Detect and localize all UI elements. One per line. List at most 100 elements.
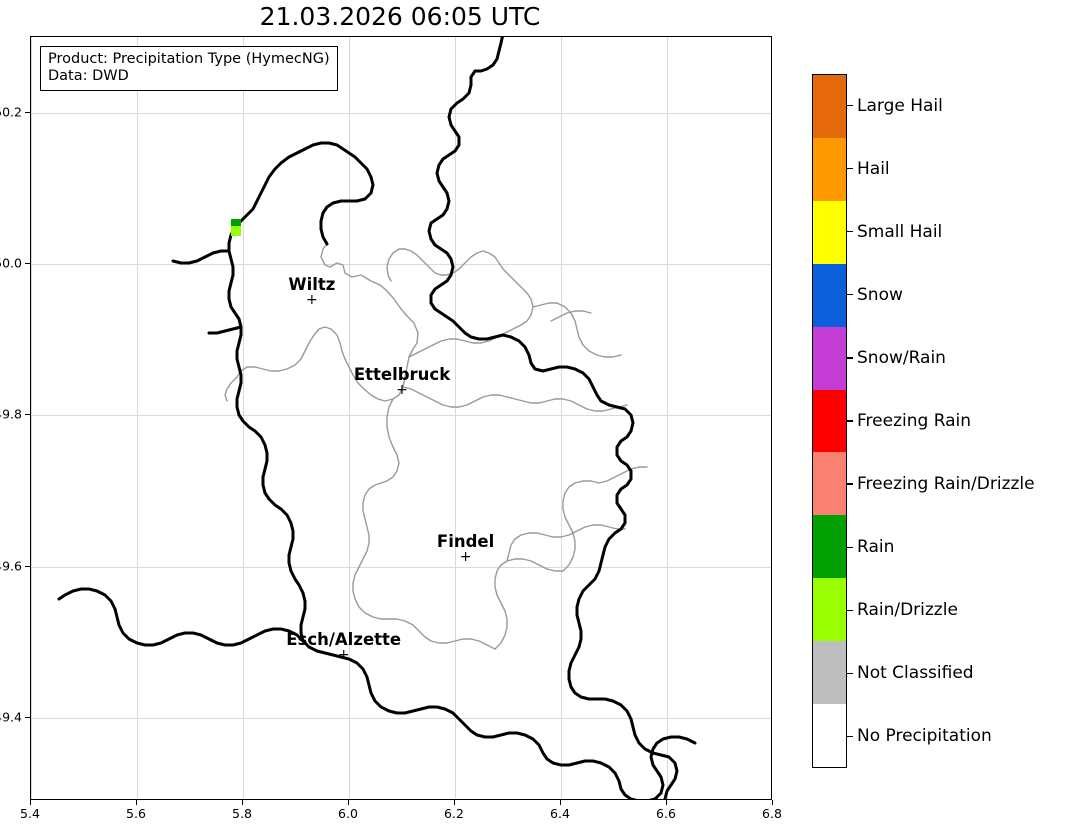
y-axis-tick-label: 49.6	[0, 558, 22, 573]
x-axis-tick-label: 6.6	[656, 806, 676, 821]
legend-tick	[847, 546, 853, 548]
legend-entry: Snow/Rain	[847, 348, 946, 368]
plus-icon: +	[306, 291, 318, 308]
x-axis-tick-label: 5.4	[20, 806, 40, 821]
plus-icon: +	[459, 548, 472, 565]
gridline-horizontal	[31, 415, 771, 417]
legend-swatch[interactable]	[813, 326, 846, 390]
legend-colorbar[interactable]	[812, 74, 847, 768]
gridline-vertical	[455, 37, 456, 799]
legend-tick	[847, 294, 853, 296]
legend-swatch[interactable]	[813, 137, 846, 201]
legend-entry: Rain	[847, 537, 894, 557]
map-geometry	[57, 37, 697, 799]
legend-entry: Freezing Rain	[847, 411, 971, 431]
city-marker-ettelbruck: Ettelbruck +	[353, 365, 451, 399]
legend-swatch[interactable]	[813, 263, 846, 327]
city-marker-wiltz: Wiltz +	[288, 276, 335, 308]
info-data-line: Data: DWD	[48, 68, 129, 84]
legend-entry: Snow	[847, 285, 903, 305]
info-box: Product: Precipitation Type (HymecNG) Da…	[40, 46, 338, 91]
precipitation-cell	[230, 226, 241, 237]
legend-entry: Hail	[847, 159, 890, 179]
x-axis-tick	[772, 800, 773, 805]
legend-tick	[847, 167, 853, 170]
legend-label: Rain/Drizzle	[857, 600, 958, 621]
legend-swatch[interactable]	[813, 452, 846, 516]
city-marker-findel: Findel +	[436, 531, 495, 565]
city-label: Ettelbruck	[353, 365, 451, 385]
legend-label: Small Hail	[857, 221, 943, 242]
x-axis-tick	[666, 800, 667, 805]
legend-label: Snow/Rain	[857, 347, 946, 368]
x-axis-tick-label: 6.4	[550, 806, 570, 821]
legend-tick	[847, 357, 853, 359]
legend-tick	[847, 672, 853, 674]
x-axis-tick-label: 5.8	[232, 806, 252, 821]
x-axis-tick-label: 6.0	[338, 806, 358, 821]
y-axis-tick	[25, 414, 30, 416]
y-axis-tick-label: 50.2	[0, 104, 22, 120]
plus-icon: +	[396, 382, 408, 399]
legend-entry: Large Hail	[847, 96, 943, 116]
gridline-horizontal	[31, 112, 771, 114]
legend-tick	[847, 483, 853, 485]
legend-label: Freezing Rain	[857, 411, 972, 431]
legend-swatch[interactable]	[813, 200, 846, 264]
x-axis-tick	[242, 800, 243, 805]
legend-entry: Freezing Rain/Drizzle	[847, 474, 1035, 494]
y-axis-tick-label: 50.0	[0, 255, 22, 271]
y-axis-tick	[25, 111, 30, 113]
x-axis-tick	[560, 800, 561, 805]
city-label: Esch/Alzette	[286, 630, 402, 650]
legend-swatch[interactable]	[813, 515, 846, 579]
legend-label: Freezing Rain/Drizzle	[857, 474, 1035, 495]
legend-tick	[847, 231, 853, 233]
gridline-vertical	[243, 37, 244, 799]
legend-tick	[847, 609, 853, 611]
gridline-horizontal	[31, 566, 771, 568]
legend-tick	[847, 104, 853, 107]
gridline-vertical	[137, 37, 138, 799]
x-axis-tick	[30, 800, 31, 805]
page-title: 21.03.2026 06:05 UTC	[259, 2, 541, 31]
legend-swatch[interactable]	[813, 578, 846, 642]
legend-swatch[interactable]	[813, 389, 846, 453]
y-axis-tick	[25, 565, 30, 567]
legend-label: Snow	[857, 284, 903, 305]
gridline-vertical	[667, 37, 668, 799]
legend-tick	[847, 420, 853, 422]
plus-icon: +	[337, 647, 350, 664]
legend-entry: Small Hail	[847, 222, 942, 242]
info-product-line: Product: Precipitation Type (HymecNG)	[48, 51, 330, 67]
gridline-vertical	[561, 37, 562, 799]
legend-label: Not Classified	[857, 663, 974, 684]
legend-swatch[interactable]	[813, 704, 846, 767]
city-marker-esch-alzette: Esch/Alzette +	[286, 630, 402, 664]
gridline-horizontal	[31, 263, 771, 265]
legend-label: Rain	[857, 537, 895, 558]
legend-entry: Not Classified	[847, 663, 974, 683]
legend-label: No Precipitation	[857, 726, 992, 747]
gridline-horizontal	[31, 717, 771, 719]
x-axis-tick-label: 6.2	[444, 806, 464, 821]
legend-entry: Rain/Drizzle	[847, 600, 958, 620]
x-axis-tick-label: 6.8	[762, 806, 782, 821]
legend-swatch[interactable]	[813, 641, 846, 705]
city-label: Findel	[436, 531, 495, 551]
y-axis-tick-label: 49.8	[0, 406, 22, 422]
x-axis-tick-label: 5.6	[126, 806, 146, 821]
gridline-vertical	[31, 37, 32, 799]
x-axis-tick	[348, 800, 349, 805]
legend-swatch[interactable]	[813, 75, 846, 138]
map-plot-area[interactable]: Wiltz + Ettelbruck + Findel + Esch/Alzette + Pr…	[30, 36, 772, 800]
x-axis-tick	[136, 800, 137, 805]
precipitation-cell	[230, 218, 241, 229]
x-axis-tick	[454, 800, 455, 805]
gridline-vertical	[349, 37, 350, 799]
y-axis-tick	[25, 716, 30, 718]
legend-tick	[847, 735, 853, 738]
legend-label: Large Hail	[857, 95, 943, 116]
y-axis-tick	[25, 262, 30, 264]
legend-entry: No Precipitation	[847, 726, 992, 746]
